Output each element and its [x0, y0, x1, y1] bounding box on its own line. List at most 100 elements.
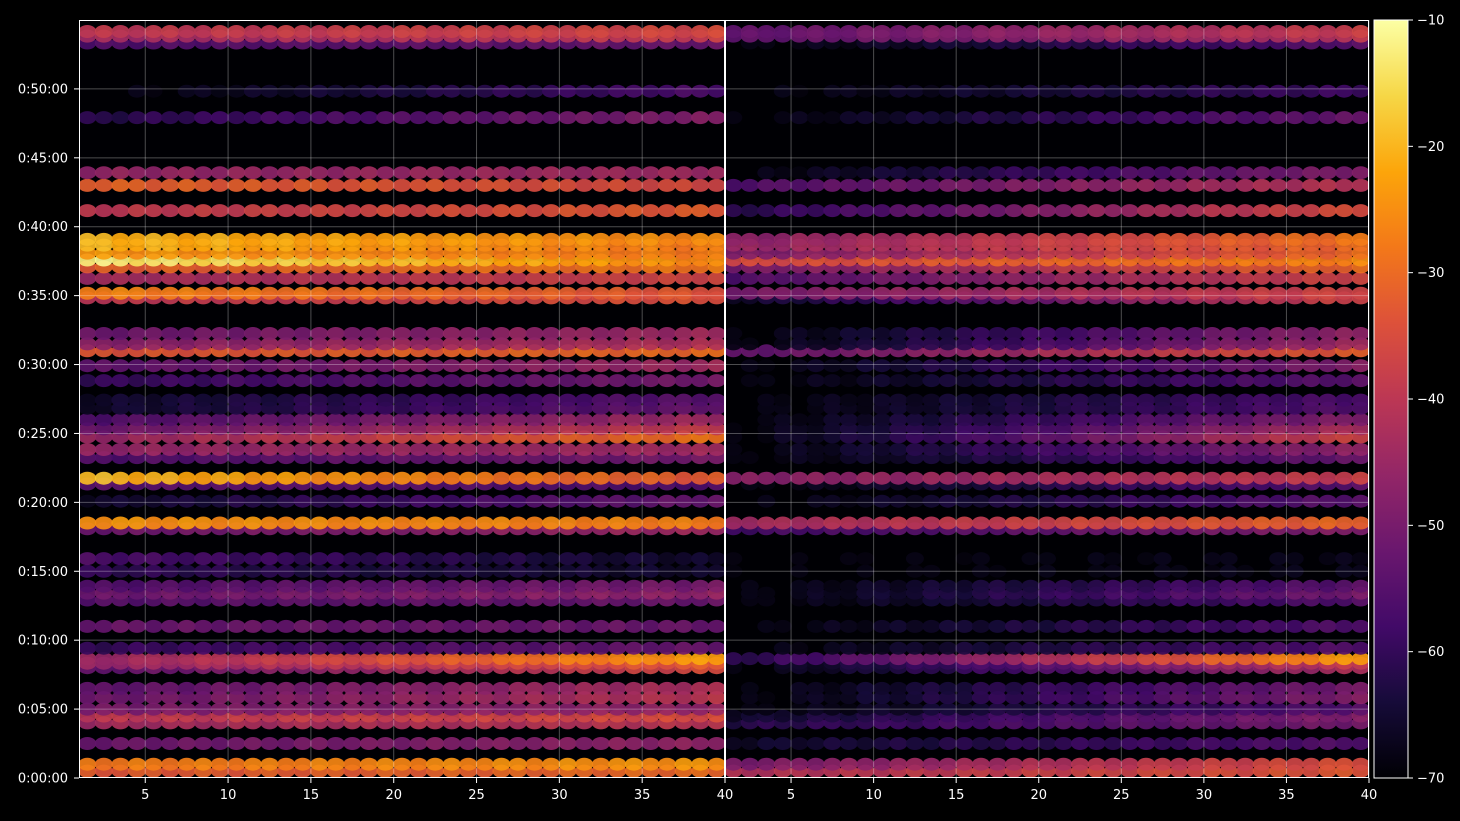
heatmap-cell	[1203, 652, 1222, 666]
heatmap-cell	[955, 413, 974, 427]
heatmap-cell	[111, 757, 130, 771]
heatmap-cell	[839, 494, 858, 508]
heatmap-cell	[542, 166, 561, 180]
heatmap-cell	[591, 652, 610, 666]
heatmap-cell	[889, 337, 908, 351]
heatmap-cell	[1318, 516, 1337, 530]
heatmap-cell	[575, 327, 594, 340]
heatmap-cell	[971, 178, 990, 192]
heatmap-cell	[79, 111, 97, 125]
heatmap-cell	[492, 359, 511, 373]
heatmap-cell	[1170, 374, 1189, 388]
heatmap-cell	[856, 393, 875, 407]
heatmap-cell	[376, 178, 395, 192]
heatmap-cell	[1186, 422, 1205, 436]
heatmap-cell	[591, 111, 610, 125]
heatmap-cell	[243, 757, 262, 771]
heatmap-cell	[1269, 579, 1288, 593]
heatmap-cell	[459, 681, 478, 695]
heatmap-cell	[475, 564, 494, 578]
heatmap-cell	[359, 681, 378, 695]
heatmap-cell	[1269, 422, 1288, 436]
heatmap-cell	[1104, 641, 1123, 655]
heatmap-cell	[608, 652, 627, 666]
heatmap-cell	[1120, 691, 1139, 705]
heatmap-cell	[839, 422, 858, 436]
heatmap-cell	[1302, 204, 1321, 218]
heatmap-cell	[376, 393, 395, 407]
heatmap-cell	[94, 413, 113, 427]
heatmap-cell	[260, 337, 279, 351]
heatmap-cell	[343, 691, 362, 705]
heatmap-cell	[1071, 471, 1089, 485]
heatmap-cell	[624, 166, 643, 180]
heatmap-cell	[691, 232, 710, 246]
heatmap-cell	[856, 552, 875, 566]
heatmap-cell	[161, 564, 180, 578]
heatmap-cell	[277, 471, 296, 485]
heatmap-cell	[658, 84, 676, 98]
heatmap-cell	[492, 757, 511, 771]
heatmap-cell	[310, 737, 329, 750]
heatmap-cell	[872, 641, 891, 655]
heatmap-cell	[442, 579, 461, 593]
heatmap-cell	[161, 737, 180, 750]
heatmap-cell	[542, 564, 561, 578]
heatmap-cell	[177, 84, 196, 98]
heatmap-cell	[144, 641, 163, 655]
heatmap-cell	[889, 691, 908, 705]
heatmap-cell	[525, 691, 544, 705]
heatmap-cell	[955, 737, 974, 750]
heatmap-cell	[707, 552, 725, 566]
heatmap-cell	[310, 25, 329, 38]
heatmap-cell	[1203, 579, 1222, 593]
heatmap-cell	[707, 652, 725, 666]
heatmap-cell	[359, 737, 378, 750]
heatmap-cell	[575, 166, 594, 180]
heatmap-cell	[293, 166, 312, 180]
heatmap-cell	[1236, 471, 1255, 485]
heatmap-cell	[177, 25, 196, 38]
heatmap-cell	[277, 652, 296, 666]
heatmap-cell	[740, 374, 759, 388]
heatmap-cell	[260, 579, 279, 593]
heatmap-cell	[1054, 641, 1073, 655]
heatmap-cell	[1120, 681, 1139, 695]
heatmap-cell	[1335, 393, 1354, 407]
heatmap-cell	[856, 204, 875, 218]
heatmap-cell	[210, 232, 229, 246]
heatmap-cell	[558, 579, 577, 593]
heatmap-cell	[293, 84, 312, 98]
heatmap-cell	[1269, 25, 1288, 38]
heatmap-cell	[988, 619, 1007, 633]
heatmap-cell	[277, 681, 296, 695]
heatmap-cell	[1038, 393, 1056, 407]
heatmap-cell	[1285, 374, 1304, 388]
heatmap-cell	[757, 516, 776, 530]
heatmap-cell	[343, 374, 362, 388]
heatmap-cell	[591, 232, 610, 246]
heatmap-cell	[905, 757, 924, 771]
heatmap-cell	[128, 413, 146, 427]
heatmap-cell	[79, 204, 97, 218]
heatmap-cell	[1087, 204, 1106, 218]
heatmap-cell	[1071, 25, 1089, 38]
heatmap-cell	[426, 619, 445, 633]
heatmap-cell	[740, 702, 759, 716]
heatmap-cell	[856, 471, 875, 485]
heatmap-cell	[1071, 393, 1089, 407]
heatmap-cell	[310, 579, 329, 593]
heatmap-cell	[641, 552, 660, 566]
heatmap-cell	[260, 232, 279, 246]
heatmap-cell	[260, 286, 279, 300]
heatmap-cell	[277, 393, 296, 407]
heatmap-cell	[823, 204, 842, 218]
heatmap-cell	[442, 84, 461, 98]
heatmap-cell	[608, 327, 627, 340]
heatmap-cell	[508, 494, 527, 508]
heatmap-cell	[194, 737, 213, 750]
heatmap-cell	[1318, 25, 1337, 38]
heatmap-cell	[988, 422, 1007, 436]
heatmap-cell	[1252, 494, 1271, 508]
heatmap-cell	[1087, 393, 1106, 407]
